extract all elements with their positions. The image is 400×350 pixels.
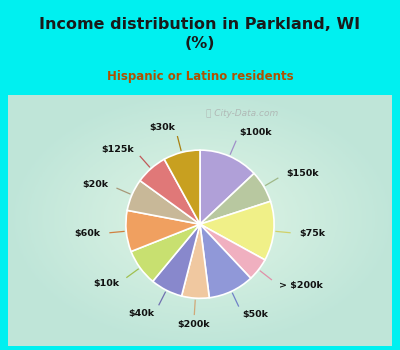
Text: $50k: $50k: [243, 310, 269, 319]
Text: $20k: $20k: [82, 180, 108, 189]
Wedge shape: [131, 224, 200, 281]
Text: ⓘ City-Data.com: ⓘ City-Data.com: [206, 109, 278, 118]
Wedge shape: [200, 224, 265, 278]
Wedge shape: [164, 150, 200, 224]
Text: Income distribution in Parkland, WI
(%): Income distribution in Parkland, WI (%): [40, 17, 360, 51]
Text: $200k: $200k: [178, 320, 210, 329]
Wedge shape: [200, 150, 254, 224]
Text: $150k: $150k: [286, 169, 319, 178]
Wedge shape: [200, 224, 251, 298]
Wedge shape: [140, 159, 200, 224]
Wedge shape: [126, 210, 200, 252]
Text: $10k: $10k: [93, 279, 119, 287]
Wedge shape: [182, 224, 209, 298]
Text: $75k: $75k: [300, 229, 326, 238]
Text: $30k: $30k: [149, 123, 175, 132]
Wedge shape: [153, 224, 200, 296]
Text: Hispanic or Latino residents: Hispanic or Latino residents: [107, 70, 293, 83]
Wedge shape: [127, 181, 200, 224]
Text: $100k: $100k: [240, 128, 272, 137]
Text: $40k: $40k: [128, 309, 154, 318]
Wedge shape: [200, 174, 270, 224]
Wedge shape: [200, 201, 274, 260]
Text: $60k: $60k: [74, 229, 100, 238]
Text: > $200k: > $200k: [279, 281, 323, 290]
Text: $125k: $125k: [101, 145, 134, 154]
